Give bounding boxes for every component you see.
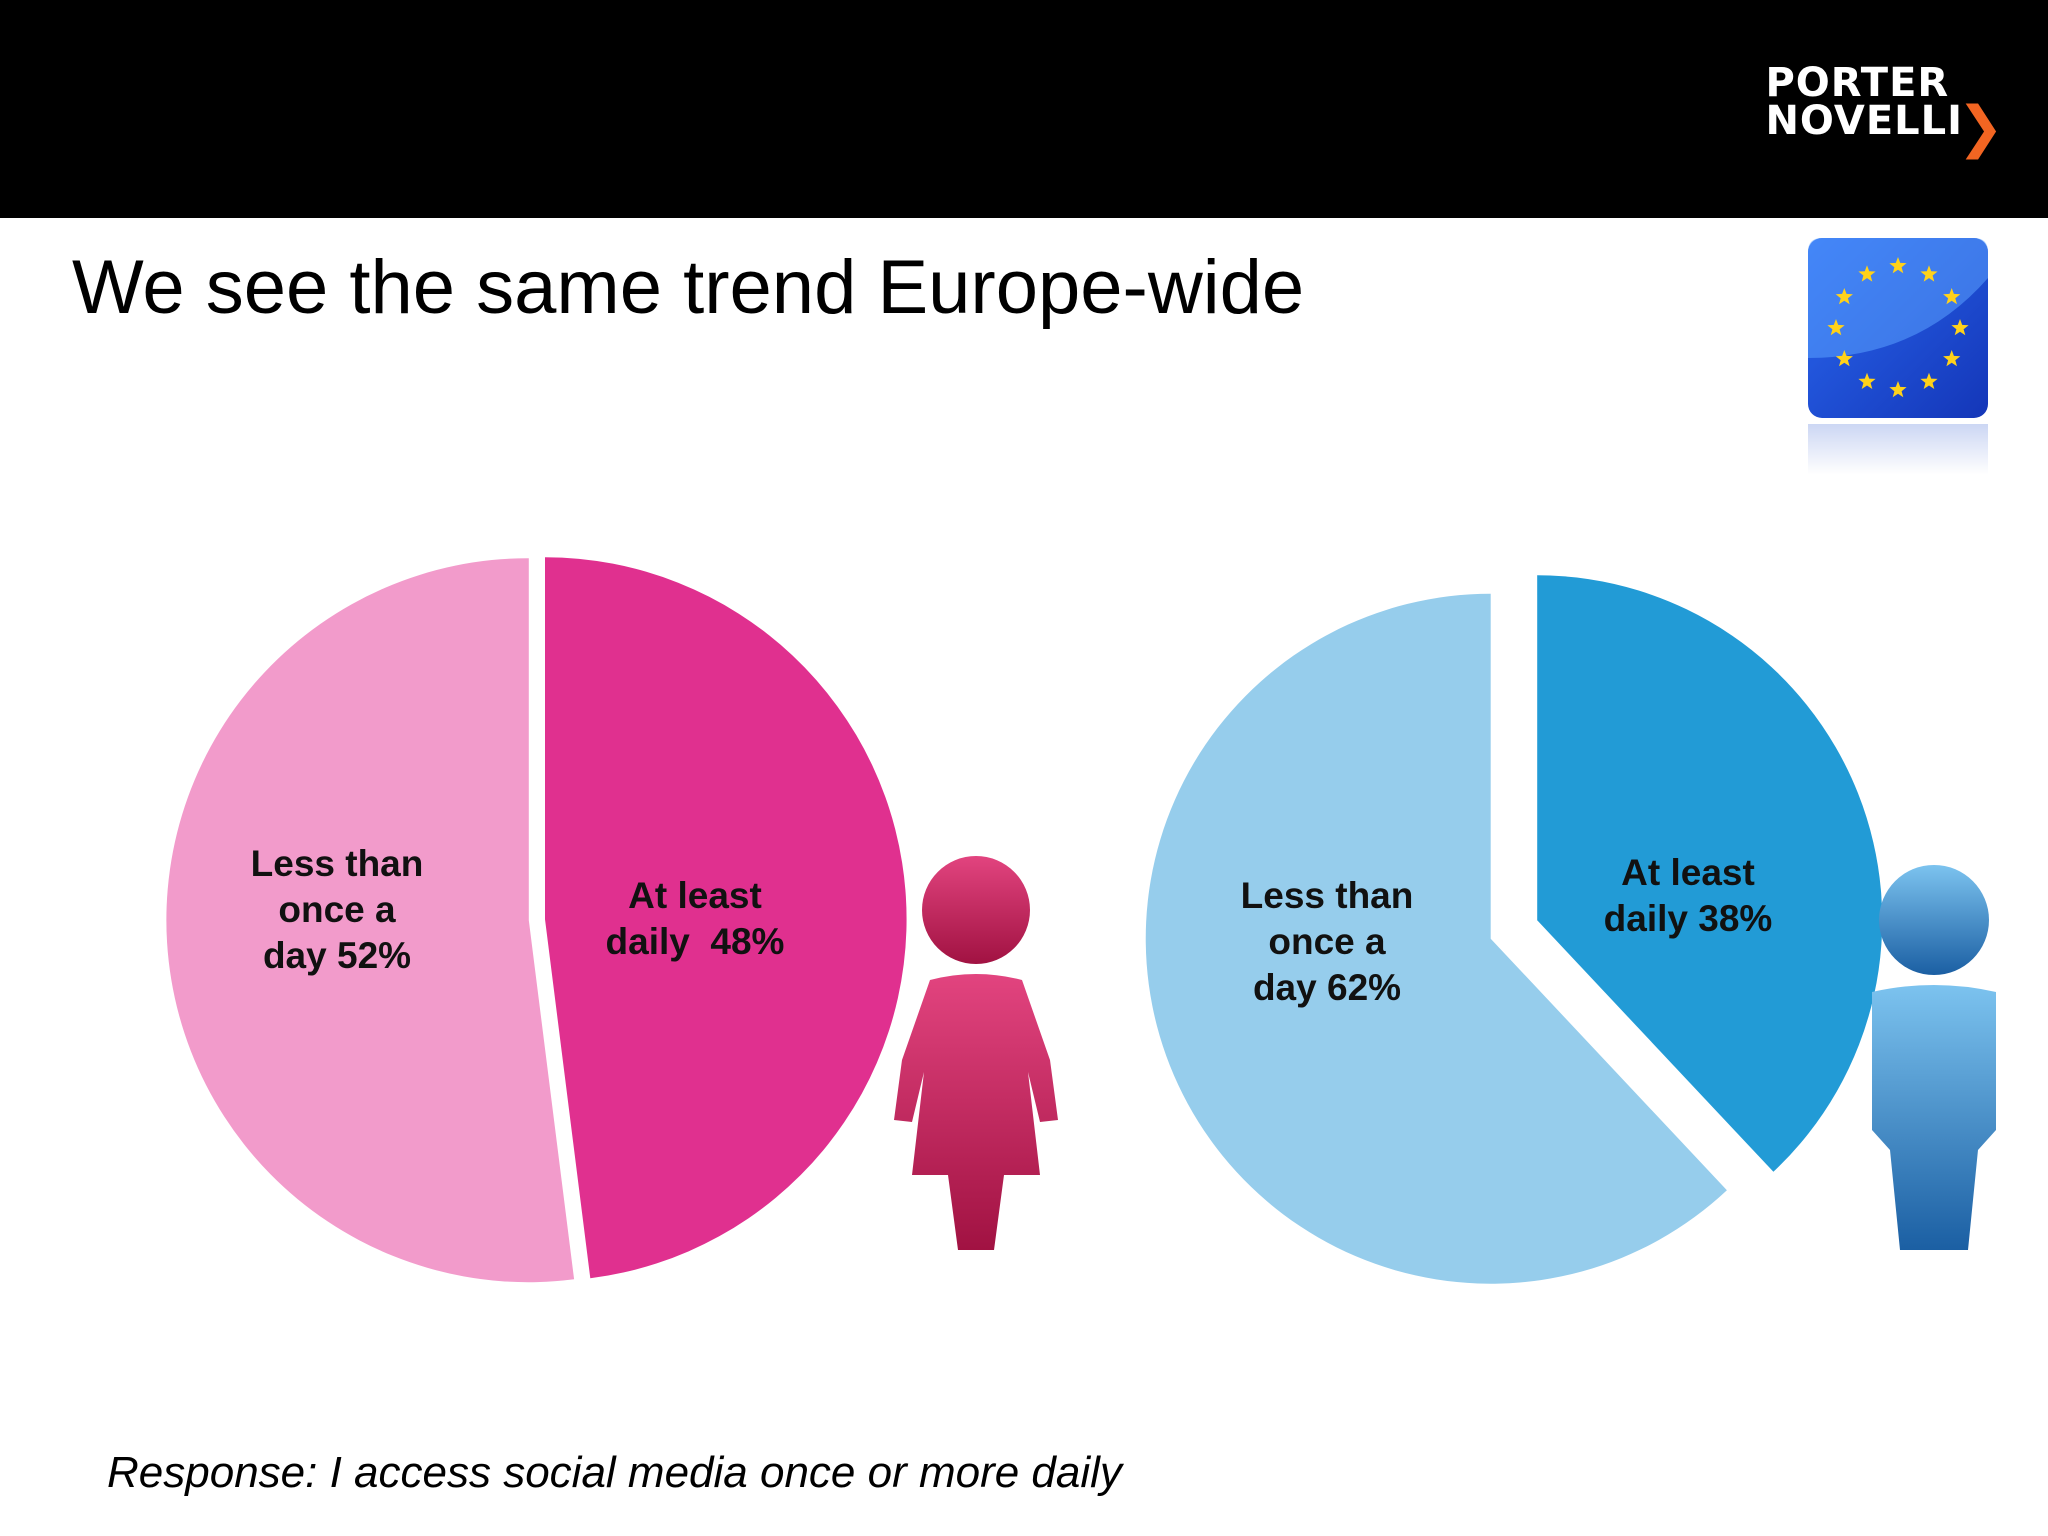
page-title: We see the same trend Europe-wide bbox=[72, 245, 1305, 330]
flag-star-icon bbox=[1920, 265, 1938, 282]
flag-star-icon bbox=[1920, 372, 1938, 389]
flag-star-icon bbox=[1889, 257, 1907, 274]
flag-star-icon bbox=[1858, 372, 1876, 389]
flag-star-icon bbox=[1943, 288, 1961, 305]
flag-star-icon bbox=[1889, 381, 1907, 398]
logo-line1: PORTER bbox=[1765, 60, 1950, 106]
flag-star-icon bbox=[1951, 319, 1969, 336]
eu-flag-icon bbox=[1808, 238, 1988, 418]
flag-star-icon bbox=[1827, 319, 1845, 336]
eu-flag-reflection bbox=[1808, 424, 1988, 474]
header-bar: PORTER NOVELLI ❯ bbox=[0, 0, 2048, 218]
pie-slice bbox=[1145, 593, 1727, 1284]
flag-star-icon bbox=[1835, 350, 1853, 367]
man-icon bbox=[1872, 865, 1996, 1250]
woman-icon bbox=[894, 856, 1058, 1250]
pie-slice bbox=[545, 557, 907, 1279]
pie-slice bbox=[166, 558, 575, 1283]
flag-star-icon bbox=[1835, 288, 1853, 305]
logo-chevron-icon: ❯ bbox=[1957, 95, 2005, 160]
flag-star-icon bbox=[1858, 265, 1876, 282]
label-men-less-than-daily: Less than once a day 62% bbox=[1240, 875, 1414, 1008]
label-men-at-least-daily: At least daily 38% bbox=[1603, 852, 1773, 939]
footnote: Response: I access social media once or … bbox=[107, 1448, 1122, 1497]
label-women-less-than-daily: Less than once a day 52% bbox=[250, 843, 424, 976]
porter-novelli-logo: PORTER NOVELLI ❯ bbox=[1765, 60, 2004, 156]
label-women-at-least-daily: At least daily 48% bbox=[605, 875, 785, 962]
logo-line2: NOVELLI bbox=[1765, 98, 1963, 144]
flag-star-icon bbox=[1943, 350, 1961, 367]
pie-slice bbox=[1537, 575, 1883, 1172]
